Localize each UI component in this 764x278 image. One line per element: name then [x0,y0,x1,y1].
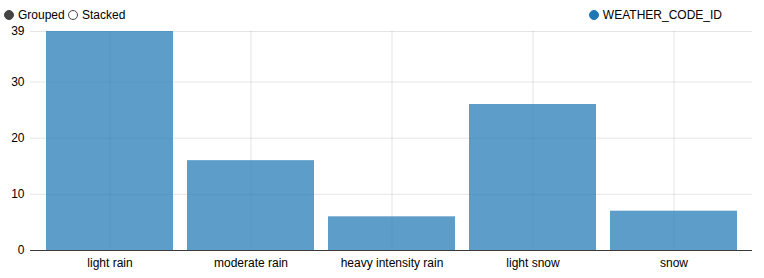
svg-text:10: 10 [11,187,25,201]
svg-text:heavy intensity rain: heavy intensity rain [341,256,444,270]
svg-text:30: 30 [11,75,25,89]
svg-text:light rain: light rain [87,256,132,270]
html-text:Stacked: Stacked [82,8,126,22]
svg-text:39: 39 [11,24,25,38]
html-text:WEATHER_CODE_ID: WEATHER_CODE_ID [602,8,722,22]
svg-text:moderate rain: moderate rain [214,256,288,270]
svg-text:0: 0 [18,243,25,257]
svg-text:snow: snow [660,256,688,270]
svg-text:20: 20 [11,131,25,145]
svg-text:light snow: light snow [506,256,560,270]
html-text:Grouped: Grouped [18,8,65,22]
